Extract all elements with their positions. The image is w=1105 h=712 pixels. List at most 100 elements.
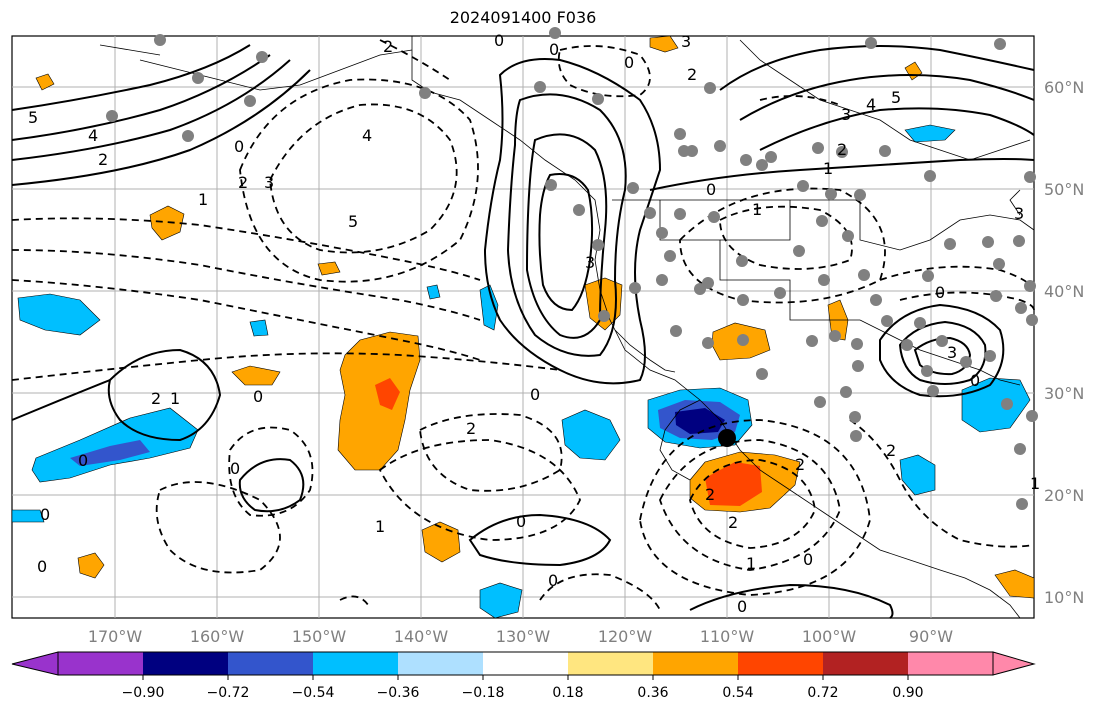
longitude-label: 170°W <box>88 627 143 646</box>
longitude-label: 160°W <box>190 627 245 646</box>
colorbar-segment <box>568 652 653 675</box>
positive-anomaly-region <box>149 205 185 241</box>
contour-label: 2 <box>886 441 896 460</box>
contour-label: 0 <box>624 53 634 72</box>
contour-label: 1 <box>1030 474 1040 493</box>
contour-label: 1 <box>746 554 756 573</box>
colorbar-tick-label: −0.36 <box>377 685 420 701</box>
contour-label: 2 <box>98 150 108 169</box>
colorbar-segment <box>58 652 143 675</box>
contour-label: 3 <box>264 173 274 192</box>
filled-anomalies <box>11 35 1035 619</box>
positive-anomaly-region <box>317 261 341 276</box>
negative-anomaly-region <box>899 454 936 496</box>
longitude-axis: 170°W 160°W 150°W 140°W 130°W 120°W 110°… <box>88 627 953 646</box>
contour-label: 0 <box>706 180 716 199</box>
contour-label: 2 <box>466 419 476 438</box>
negative-anomaly-core <box>70 440 150 466</box>
contour-label: 1 <box>375 517 385 536</box>
graticule <box>12 36 1034 618</box>
colorbar-segment <box>483 652 568 675</box>
colorbar-tick-label: 0.90 <box>892 685 923 701</box>
colorbar-tick-label: −0.90 <box>122 685 165 701</box>
contour-label: 3 <box>585 253 595 272</box>
contour-label: 0 <box>803 550 813 569</box>
colorbar-segment-extend-max <box>992 651 1036 676</box>
negative-anomaly-region <box>479 582 523 619</box>
colorbar-tick-label: 0.36 <box>637 685 668 701</box>
contour-label: 0 <box>970 371 980 390</box>
negative-contours <box>11 39 1035 611</box>
contour-label: 0 <box>230 459 240 478</box>
contour-labels: 2 0 3 5 4 2 0 2 3 4 5 1 0 3 2 4 5 3 2 1 … <box>28 31 1040 616</box>
negative-anomaly-region <box>561 409 621 461</box>
contour-label: 0 <box>516 512 526 531</box>
latitude-label: 20°N <box>1044 486 1084 505</box>
contour-label: 1 <box>752 200 762 219</box>
contour-label: 2 <box>837 140 847 159</box>
contour-label: 0 <box>78 451 88 470</box>
latitude-axis: 60°N 50°N 40°N 30°N 20°N 10°N <box>1044 78 1084 607</box>
colorbar-tick-label: 0.54 <box>722 685 753 701</box>
contour-label: 2 <box>151 389 161 408</box>
colorbar-tick-label: −0.72 <box>207 685 250 701</box>
negative-anomaly-region <box>249 319 269 337</box>
longitude-label: 140°W <box>394 627 449 646</box>
contour-label: 0 <box>253 387 263 406</box>
contour-label: 2 <box>383 37 393 56</box>
contour-label: 2 <box>728 513 738 532</box>
positive-anomaly-region <box>77 552 105 579</box>
positive-anomaly-region <box>231 365 281 386</box>
longitude-label: 130°W <box>496 627 551 646</box>
latitude-label: 60°N <box>1044 78 1084 97</box>
colorbar-tick-label: −0.18 <box>462 685 505 701</box>
positive-contours <box>11 44 1035 619</box>
longitude-label: 100°W <box>802 627 857 646</box>
contour-label: 0 <box>40 505 50 524</box>
colorbar-segment <box>908 652 993 675</box>
colorbar-tick-label: 0.72 <box>807 685 838 701</box>
contour-label: 3 <box>841 105 851 124</box>
latitude-label: 10°N <box>1044 588 1084 607</box>
longitude-label: 120°W <box>598 627 653 646</box>
colorbar-frame <box>57 651 994 676</box>
station-markers <box>106 27 1038 510</box>
contour-label: 0 <box>37 557 47 576</box>
negative-anomaly-region <box>11 509 45 523</box>
contour-label: 2 <box>795 455 805 474</box>
positive-anomaly-region <box>584 277 623 331</box>
positive-anomaly-region <box>421 521 461 563</box>
contour-label: 1 <box>198 190 208 209</box>
contour-label: 4 <box>866 95 876 114</box>
contour-label: 0 <box>548 571 558 590</box>
contour-label: 2 <box>705 485 715 504</box>
positive-anomaly-region <box>994 569 1035 599</box>
map-title: 2024091400 F036 <box>449 8 597 27</box>
colorbar-tick-label: −0.54 <box>292 685 335 701</box>
contour-label: 5 <box>28 108 38 127</box>
contour-label: 1 <box>170 389 180 408</box>
contour-label: 0 <box>737 597 747 616</box>
contour-label: 0 <box>494 31 504 50</box>
negative-anomaly-region <box>426 284 441 300</box>
contour-label: 3 <box>1014 204 1024 223</box>
longitude-label: 110°W <box>700 627 755 646</box>
contour-label: 2 <box>687 65 697 84</box>
contour-label: 1 <box>823 159 833 178</box>
contour-label: 4 <box>362 126 372 145</box>
positive-anomaly-core <box>375 378 400 410</box>
negative-anomaly-region <box>17 293 101 336</box>
contour-label: 0 <box>549 40 559 59</box>
latitude-label: 30°N <box>1044 384 1084 403</box>
highlight-station-marker <box>718 429 736 447</box>
latitude-label: 40°N <box>1044 282 1084 301</box>
contour-label: 0 <box>530 385 540 404</box>
contour-label: 5 <box>891 88 901 107</box>
contour-label: 0 <box>234 137 244 156</box>
contour-label: 5 <box>348 212 358 231</box>
colorbar-segment <box>823 652 908 675</box>
positive-anomaly-region <box>649 35 679 53</box>
latitude-label: 50°N <box>1044 180 1084 199</box>
colorbar-segment <box>738 652 823 675</box>
